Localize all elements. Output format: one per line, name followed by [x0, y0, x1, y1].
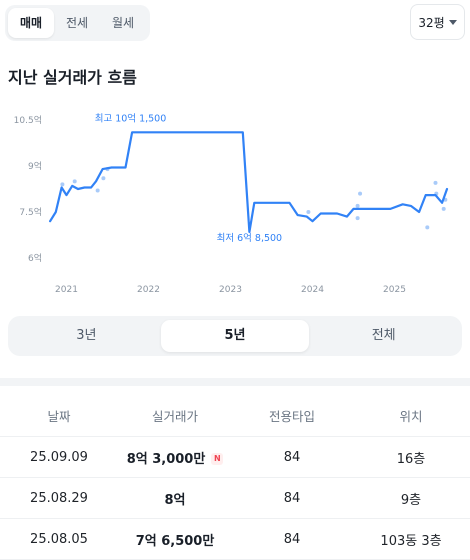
- row-type: 84: [283, 531, 301, 547]
- transaction-point: [358, 191, 363, 196]
- min-price-label: 최저 6억 8,500: [217, 232, 283, 244]
- transaction-point: [72, 179, 77, 184]
- new-badge: N: [211, 452, 224, 465]
- row-price-cell: 7억 6,500만: [118, 530, 232, 549]
- x-tick-label: 2021: [55, 285, 78, 295]
- x-tick-label: 2025: [383, 285, 406, 295]
- max-price-label: 최고 10억 1,500: [95, 113, 167, 125]
- transaction-point: [441, 206, 446, 211]
- x-tick-label: 2022: [137, 285, 160, 295]
- transaction-point: [95, 188, 100, 193]
- row-price-cell: 8억 3,000만 N: [118, 448, 232, 467]
- header-type: 전용타입: [268, 408, 315, 424]
- transaction-point: [433, 180, 438, 185]
- transaction-point: [101, 176, 106, 181]
- transaction-point: [355, 203, 360, 208]
- header-location: 위치: [399, 408, 423, 424]
- y-tick-label: 7.5억: [19, 206, 42, 218]
- tab-monthly-rent[interactable]: 월세: [111, 16, 135, 30]
- size-dropdown[interactable]: 32평: [410, 4, 465, 40]
- row-date: 25.08.05: [30, 531, 88, 547]
- header-price: 실거래가: [151, 408, 198, 424]
- transaction-table: 날짜 실거래가 전용타입 위치 25.09.09 8억 3,000만 N 84 1…: [0, 394, 470, 560]
- period-tabs: 3년 5년 전체: [8, 316, 462, 356]
- row-price: 7억 6,500만: [135, 533, 215, 549]
- table-row[interactable]: 25.08.29 8억 84 9층: [0, 478, 470, 519]
- section-title: 지난 실거래가 흐름: [8, 68, 137, 87]
- tab-sale[interactable]: 매매: [8, 8, 54, 38]
- table-header: 날짜 실거래가 전용타입 위치: [0, 394, 470, 437]
- row-location: 103동 3층: [380, 533, 442, 549]
- row-date: 25.09.09: [30, 449, 88, 465]
- x-tick-label: 2023: [219, 285, 242, 295]
- x-tick-label: 2024: [301, 285, 324, 295]
- row-type: 84: [283, 449, 301, 465]
- transaction-point: [306, 210, 311, 214]
- price-trend-line: [49, 131, 449, 233]
- row-price-cell: 8억: [118, 489, 232, 508]
- y-tick-label: 9억: [28, 160, 42, 172]
- transaction-point: [355, 216, 360, 221]
- tab-jeonse[interactable]: 전세: [65, 16, 89, 30]
- tab-5-years[interactable]: 5년: [160, 320, 310, 352]
- tab-all[interactable]: 전체: [371, 328, 396, 343]
- row-price: 8억 3,000만: [126, 451, 206, 467]
- row-type: 84: [283, 490, 301, 506]
- header-date: 날짜: [47, 408, 71, 424]
- size-dropdown-value: 32평: [418, 15, 445, 30]
- row-price: 8억: [164, 492, 186, 508]
- row-location: 9층: [400, 492, 422, 508]
- row-location: 16층: [396, 451, 426, 467]
- deal-type-tabs: 매매 전세 월세: [5, 5, 150, 41]
- table-row[interactable]: 25.09.09 8억 3,000만 N 84 16층: [0, 437, 470, 478]
- price-trend-chart: 10.5억 9억 7.5억 6억 2021 2022 2023 2024 2025 최고 10…: [14, 113, 449, 295]
- caret-down-icon: [448, 20, 457, 25]
- transaction-point: [60, 182, 65, 187]
- y-tick-label: 6억: [28, 252, 42, 264]
- section-divider: [0, 378, 470, 386]
- transaction-point: [425, 225, 430, 230]
- row-date: 25.08.29: [30, 490, 88, 506]
- tab-3-years[interactable]: 3년: [76, 328, 97, 343]
- y-tick-label: 10.5억: [14, 114, 42, 126]
